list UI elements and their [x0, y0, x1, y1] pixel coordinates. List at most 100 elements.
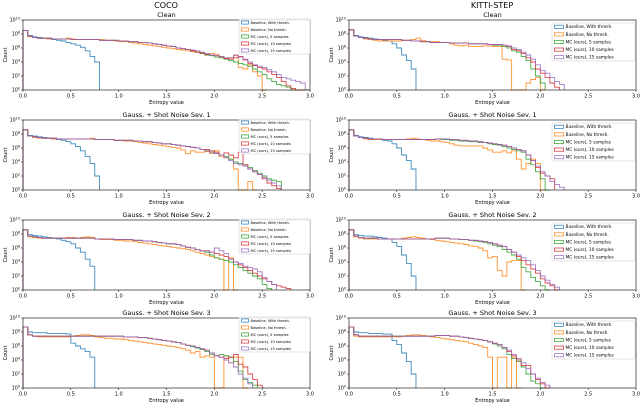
legend-swatch	[241, 241, 249, 246]
series-line-mc_15	[22, 229, 277, 290]
chart-title: Gauss. + Shot Noise Sev. 3	[122, 309, 210, 317]
y-tick-label: 106	[12, 145, 20, 152]
chart-title: Gauss. + Shot Noise Sev. 1	[122, 111, 210, 119]
legend: Baseline, With thresh. Baseline, No thres…	[551, 22, 636, 62]
legend-swatch	[554, 55, 564, 60]
legend-label: MC (ours), 10 samples	[251, 242, 291, 246]
y-tick-label: 102	[12, 371, 20, 378]
legend: Baseline, With thresh. Baseline, No thres…	[238, 218, 311, 255]
legend-swatch	[554, 40, 564, 44]
y-tick-label: 100	[12, 87, 20, 94]
legend-label: MC (ours), 10 samples	[566, 47, 615, 53]
x-tick-label: 2.0	[210, 392, 218, 398]
legend-label: MC (ours), 5 samples	[251, 135, 289, 139]
y-tick-label: 100	[12, 385, 20, 392]
x-tick-label: 2.5	[584, 194, 592, 200]
x-tick-label: 2.5	[258, 94, 266, 100]
x-tick-label: 3.0	[306, 94, 314, 100]
series-line-baseline_no_thresh	[348, 229, 526, 291]
x-tick-label: 1.5	[163, 194, 171, 200]
x-tick-label: 2.5	[258, 194, 266, 200]
series-line-baseline_with_thresh	[22, 326, 96, 388]
legend-label: Baseline, With thresh.	[251, 319, 290, 323]
x-tick-label: 0.5	[393, 94, 401, 100]
series-line-baseline_with_thresh	[22, 229, 96, 290]
legend-label: Baseline, With thresh.	[251, 21, 290, 25]
legend-swatch	[241, 141, 249, 146]
legend-label: Baseline, No thresh.	[251, 128, 287, 132]
legend-label: MC (ours), 15 samples	[251, 149, 291, 153]
x-axis-label: Entropy value	[149, 200, 184, 206]
x-tick-label: 2.5	[584, 294, 592, 300]
series-line-mc_10	[348, 29, 560, 90]
legend-swatch	[554, 345, 564, 350]
x-tick-label: 2.5	[584, 392, 592, 398]
y-tick-label: 100	[338, 385, 346, 392]
series-line-mc_15	[22, 30, 306, 90]
series-line-mc_15	[348, 129, 565, 190]
legend-swatch	[554, 24, 564, 29]
chart-title: Gauss. + Shot Noise Sev. 1	[448, 111, 536, 119]
legend-label: MC (ours), 5 samples	[566, 239, 612, 245]
series-line-mc_15	[22, 129, 282, 190]
x-tick-label: 0.0	[19, 392, 27, 398]
legend-label: Baseline, No thresh.	[251, 28, 287, 32]
x-tick-label: 2.0	[536, 392, 544, 398]
y-tick-label: 104	[12, 159, 20, 166]
chart-panel: Gauss. + Shot Noise Sev. 3 0.0 0.5 1.0 1.5 2.…	[3, 309, 314, 404]
x-tick-label: 1.5	[489, 294, 497, 300]
legend-label: MC (ours), 5 samples	[566, 39, 612, 45]
series-line-mc_15	[22, 326, 254, 388]
x-axis-label: Entropy value	[475, 300, 510, 306]
legend: Baseline, With thresh. Baseline, No thres…	[551, 122, 636, 162]
x-tick-label: 1.5	[489, 194, 497, 200]
series-line-mc_15	[348, 29, 565, 90]
x-tick-label: 1.5	[163, 294, 171, 300]
chart-panel: Clean 0.0 0.5 1.0 1.5 2.0 2.5 3.0 100 102 104 106 10…	[3, 11, 314, 106]
chart-panel: Gauss. + Shot Noise Sev. 2 0.0 0.5 1.0 1.5 2.…	[329, 211, 640, 306]
legend-swatch	[241, 34, 249, 39]
series-line-mc_15	[348, 229, 560, 290]
x-tick-label: 1.0	[115, 392, 123, 398]
series-line-baseline_no_thresh	[22, 326, 248, 389]
x-tick-label: 1.0	[115, 194, 123, 200]
y-tick-label: 104	[338, 59, 346, 66]
legend: Baseline, With thresh. Baseline, No thres…	[238, 118, 311, 155]
x-tick-label: 2.0	[536, 294, 544, 300]
y-tick-label: 108	[12, 131, 20, 138]
y-axis-label: Count	[3, 346, 9, 361]
legend-label: MC (ours), 15 samples	[566, 155, 615, 161]
x-tick-label: 0.5	[393, 194, 401, 200]
legend-label: MC (ours), 15 samples	[251, 347, 291, 351]
y-tick-label: 1010	[10, 17, 20, 24]
legend-swatch	[554, 124, 564, 129]
x-tick-label: 0.5	[393, 294, 401, 300]
legend-swatch	[241, 339, 249, 344]
x-axis-label: Entropy value	[475, 100, 510, 106]
y-tick-label: 102	[338, 273, 346, 280]
y-tick-label: 104	[338, 259, 346, 266]
series-line-baseline_with_thresh	[22, 129, 100, 190]
legend-swatch	[241, 48, 249, 53]
y-axis-label: Count	[329, 48, 335, 63]
legend-label: Baseline, With thresh.	[251, 221, 290, 225]
legend-swatch	[554, 232, 564, 237]
y-tick-label: 102	[338, 173, 346, 180]
y-tick-label: 1010	[336, 117, 346, 124]
legend-box	[551, 22, 636, 62]
y-tick-label: 104	[12, 259, 20, 266]
y-tick-label: 108	[12, 329, 20, 336]
y-tick-label: 102	[12, 273, 20, 280]
x-tick-label: 1.0	[441, 392, 449, 398]
legend-label: MC (ours), 5 samples	[251, 235, 289, 239]
series-line-baseline_with_thresh	[348, 229, 417, 290]
x-tick-label: 1.5	[489, 392, 497, 398]
x-tick-label: 0.0	[19, 294, 27, 300]
x-tick-label: 0.5	[67, 194, 75, 200]
legend-swatch	[241, 318, 249, 323]
y-tick-label: 108	[338, 329, 346, 336]
x-tick-label: 2.0	[536, 194, 544, 200]
legend-label: MC (ours), 15 samples	[566, 353, 615, 359]
y-axis-label: Count	[329, 148, 335, 163]
y-axis-label: Count	[3, 148, 9, 163]
